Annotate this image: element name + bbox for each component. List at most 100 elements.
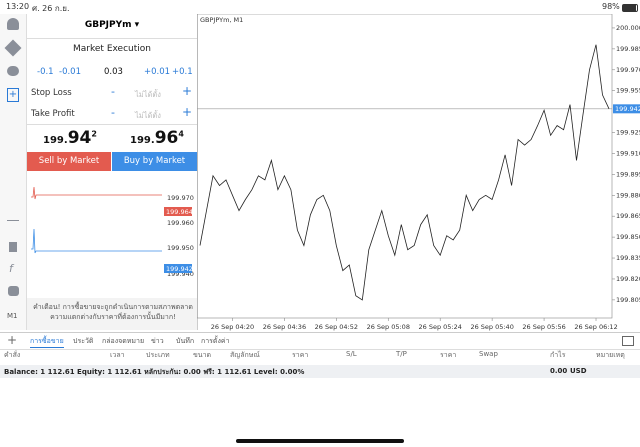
- tp-minus[interactable]: -: [111, 106, 115, 119]
- tab[interactable]: กล่องจดหมาย: [102, 337, 145, 345]
- tab[interactable]: บันทึก: [176, 337, 195, 345]
- account-icon[interactable]: [7, 18, 19, 30]
- price-line: [199, 44, 610, 301]
- quotes-icon[interactable]: [4, 39, 22, 57]
- mini-label: 199.960: [167, 219, 194, 227]
- x-tick-label: 26 Sep 04:52: [315, 323, 358, 331]
- column-header: เวลา: [110, 351, 125, 359]
- ask-box: [164, 207, 192, 216]
- ask-box-label: 199.964: [166, 208, 193, 216]
- add-button[interactable]: +: [7, 333, 18, 347]
- buy-button[interactable]: Buy by Market: [112, 152, 197, 171]
- bid-box-label: 199.942: [166, 265, 193, 273]
- x-tick-label: 26 Sep 04:20: [211, 323, 254, 331]
- mini-chart: 199.970 199.960 199.950 199.940 199.964 …: [31, 186, 194, 278]
- mini-label: 199.970: [167, 194, 194, 202]
- volume-step[interactable]: -0.1: [37, 67, 54, 77]
- volume-step[interactable]: -0.01: [59, 67, 81, 77]
- volume-step[interactable]: 0.03: [104, 67, 123, 77]
- divider: [27, 38, 197, 39]
- status-time: 13:20: [6, 2, 30, 11]
- column-header: S/L: [346, 350, 357, 358]
- tab[interactable]: ประวัติ: [73, 337, 94, 345]
- tab[interactable]: ข่าว: [151, 337, 164, 345]
- layout-button[interactable]: [622, 336, 634, 346]
- column-header: สัญลักษณ์: [230, 351, 260, 359]
- ask-price: 199.964: [130, 128, 184, 148]
- column-header: ประเภท: [146, 351, 170, 359]
- warning: คำเตือน! การซื้อขายจะถูกดำเนินการตามสภาพ…: [33, 303, 193, 321]
- chart-title: GBPJPYm, M1: [200, 16, 243, 24]
- status-battery: 98%: [602, 2, 620, 11]
- tab[interactable]: การซื้อขาย: [30, 336, 64, 348]
- x-tick-label: 26 Sep 05:08: [367, 323, 410, 331]
- y-tick-label: 199.835: [616, 254, 640, 262]
- ask-big: 96: [154, 128, 179, 148]
- new-order-icon[interactable]: +: [7, 88, 19, 102]
- sl-label: Stop Loss: [31, 88, 72, 98]
- objects-icon[interactable]: [8, 286, 19, 296]
- status-date: ศ. 26 ก.ย.: [32, 4, 70, 13]
- plot-frame: [197, 14, 613, 319]
- x-tick-label: 26 Sep 06:12: [574, 323, 617, 331]
- column-header: ราคา: [292, 351, 309, 359]
- ask-sup: 4: [178, 129, 184, 139]
- warning-box: [27, 298, 197, 330]
- ask-line: [31, 186, 162, 200]
- execution[interactable]: Market Execution: [73, 44, 151, 54]
- tab[interactable]: การตั้งค่า: [201, 337, 230, 345]
- y-tick-label: 199.880: [616, 191, 640, 199]
- mini-label: 199.940: [167, 270, 194, 278]
- sl-value[interactable]: ไม่ได้ตั้ง: [135, 90, 161, 99]
- y-tick-label: 199.805: [616, 296, 640, 304]
- profit: 0.00: [550, 367, 568, 375]
- column-header: T/P: [396, 350, 407, 358]
- mini-label: 199.950: [167, 244, 194, 252]
- sl-plus[interactable]: +: [182, 84, 193, 98]
- bid-line: [31, 228, 162, 254]
- candles-icon[interactable]: [9, 242, 17, 252]
- y-tick-label: 199.850: [616, 233, 640, 241]
- divider: [27, 124, 197, 125]
- column-headers: คำสั่ง เวลา ประเภท ขนาด สัญลักษณ์ ราคา S/L T/P ร…: [0, 350, 640, 362]
- y-tick-label: 199.910: [616, 149, 640, 157]
- volume-steps: -0.1 -0.01 0.03 +0.01 +0.1: [27, 67, 197, 79]
- symbol[interactable]: GBPJPYm ▾: [84, 20, 140, 30]
- volume-step[interactable]: +0.1: [172, 67, 193, 77]
- x-tick-label: 26 Sep 04:36: [263, 323, 306, 331]
- balance-text: Balance: 1 112.61 Equity: 1 112.61 หลักป…: [4, 368, 305, 376]
- tp-label: Take Profit: [31, 109, 75, 119]
- current-price-box: [613, 104, 640, 114]
- price-chart: GBPJPYm, M1 200.000 199.985 199.970 199.955…: [197, 14, 640, 331]
- order-panel: GBPJPYm ▾ Market Execution -0.1 -0.01 0.03…: [27, 14, 198, 330]
- y-tick-label: 199.985: [616, 45, 640, 53]
- x-tick-label: 26 Sep 05:56: [522, 323, 565, 331]
- timeframe[interactable]: M1: [7, 312, 18, 320]
- tp-value[interactable]: ไม่ได้ตั้ง: [135, 111, 161, 120]
- home-indicator: [236, 439, 404, 443]
- column-header: Swap: [479, 350, 498, 358]
- volume-step[interactable]: +0.01: [144, 67, 171, 77]
- bid-sup: 2: [91, 129, 97, 139]
- y-tick-label: 200.000: [616, 24, 640, 32]
- indicators-icon[interactable]: f: [9, 262, 13, 275]
- y-tick-label: 199.895: [616, 170, 640, 178]
- battery-level: [623, 5, 636, 11]
- bid-box: [164, 264, 192, 273]
- crosshair-icon[interactable]: [7, 220, 19, 221]
- sell-button[interactable]: Sell by Market: [27, 152, 111, 171]
- sl-minus[interactable]: -: [111, 85, 115, 98]
- ask-prefix: 199.: [130, 135, 155, 146]
- bid-big: 94: [67, 128, 92, 148]
- battery-icon: [622, 4, 638, 12]
- y-tick-label: 199.820: [616, 275, 640, 283]
- bid-prefix: 199.: [43, 135, 68, 146]
- chat-icon[interactable]: [7, 66, 19, 76]
- column-header: กำไร: [550, 351, 566, 359]
- column-header: คำสั่ง: [4, 351, 21, 359]
- tp-plus[interactable]: +: [182, 105, 193, 119]
- y-tick-label: 199.925: [616, 129, 640, 137]
- y-tick-label: 199.955: [616, 87, 640, 95]
- currency: USD: [570, 367, 587, 375]
